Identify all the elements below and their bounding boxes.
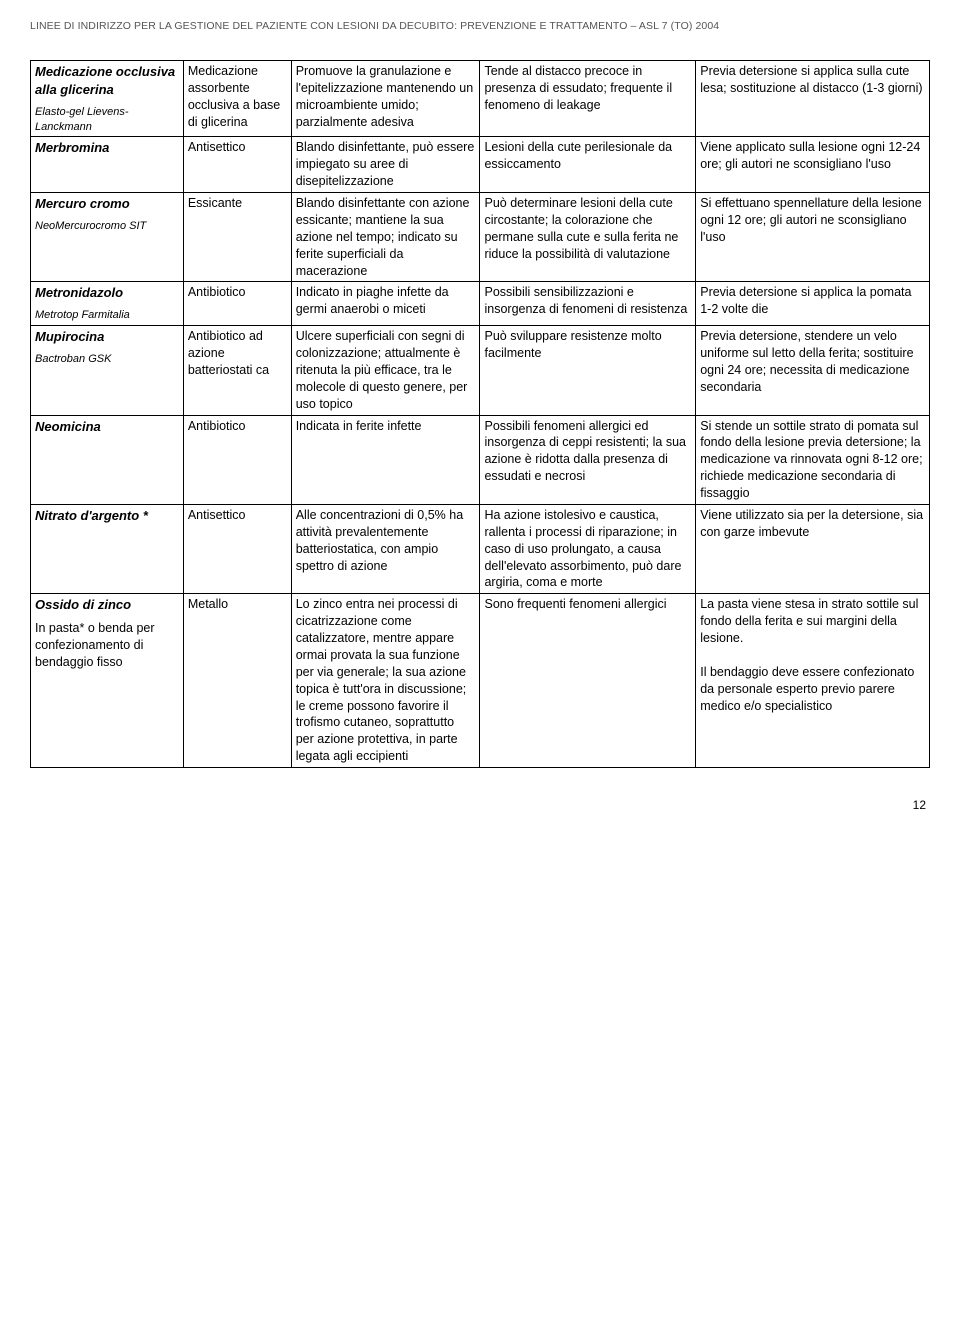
table-row: Metronidazolo Metrotop Farmitalia Antibiot…: [31, 282, 930, 326]
medication-type-cell: Antisettico: [183, 137, 291, 193]
table-row: Nitrato d'argento * AntisetticoAlle conce…: [31, 504, 930, 593]
medication-type-cell: Metallo: [183, 594, 291, 768]
medication-name: Mercuro cromo: [35, 196, 130, 211]
medication-adverse-cell: Possibili fenomeni allergici ed insorgen…: [480, 415, 696, 504]
medication-note: In pasta* o benda per confezionamento di…: [35, 620, 179, 671]
medication-name: Neomicina: [35, 419, 101, 434]
medication-name-cell: Mercuro cromo NeoMercurocromo SIT: [31, 193, 184, 282]
medication-adverse-cell: Ha azione istolesivo e caustica, rallent…: [480, 504, 696, 593]
medication-name-cell: Nitrato d'argento *: [31, 504, 184, 593]
medication-name-cell: Metronidazolo Metrotop Farmitalia: [31, 282, 184, 326]
medication-usage-cell: Viene utilizzato sia per la detersione, …: [696, 504, 930, 593]
medication-name-cell: Mupirocina Bactroban GSK: [31, 326, 184, 415]
medication-name: Nitrato d'argento *: [35, 508, 148, 523]
medication-name-cell: Ossido di zinco In pasta* o benda per con…: [31, 594, 184, 768]
medication-description-cell: Lo zinco entra nei processi di cicatrizz…: [291, 594, 480, 768]
medication-name-cell: Neomicina: [31, 415, 184, 504]
medication-description-cell: Indicato in piaghe infette da germi anae…: [291, 282, 480, 326]
medication-usage-cell: Previa detersione si applica sulla cute …: [696, 61, 930, 137]
medication-name-cell: Medicazione occlusiva alla glicerina Elas…: [31, 61, 184, 137]
table-row: Ossido di zinco In pasta* o benda per con…: [31, 594, 930, 768]
medication-description-cell: Blando disinfettante, può essere impiega…: [291, 137, 480, 193]
page-number: 12: [30, 798, 930, 812]
table-row: Neomicina AntibioticoIndicata in ferite i…: [31, 415, 930, 504]
medication-description-cell: Promuove la granulazione e l'epitelizzaz…: [291, 61, 480, 137]
medication-brand: Bactroban GSK: [35, 352, 179, 367]
medication-description-cell: Indicata in ferite infette: [291, 415, 480, 504]
medication-adverse-cell: Possibili sensibilizzazioni e insorgenza…: [480, 282, 696, 326]
medication-name: Mupirocina: [35, 329, 104, 344]
medication-name: Ossido di zinco: [35, 597, 131, 612]
medication-type-cell: Antibiotico: [183, 415, 291, 504]
table-row: Merbromina AntisetticoBlando disinfettant…: [31, 137, 930, 193]
medication-brand: NeoMercurocromo SIT: [35, 219, 179, 234]
medication-name: Medicazione occlusiva alla glicerina: [35, 64, 175, 97]
medication-adverse-cell: Tende al distacco precoce in presenza di…: [480, 61, 696, 137]
medication-usage-cell: La pasta viene stesa in strato sottile s…: [696, 594, 930, 768]
medication-adverse-cell: Lesioni della cute perilesionale da essi…: [480, 137, 696, 193]
medication-brand: Elasto-gel Lievens-Lanckmann: [35, 105, 179, 135]
medication-type-cell: Antibiotico ad azione batteriostati ca: [183, 326, 291, 415]
medication-usage-cell: Previa detersione si applica la pomata 1…: [696, 282, 930, 326]
medication-name: Metronidazolo: [35, 285, 123, 300]
medication-usage-cell: Si effettuano spennellature della lesion…: [696, 193, 930, 282]
medication-description-cell: Alle concentrazioni di 0,5% ha attività …: [291, 504, 480, 593]
medication-name: Merbromina: [35, 140, 109, 155]
medication-type-cell: Antisettico: [183, 504, 291, 593]
medication-adverse-cell: Può determinare lesioni della cute circo…: [480, 193, 696, 282]
document-header: LINEE DI INDIRIZZO PER LA GESTIONE DEL P…: [30, 20, 930, 32]
medication-type-cell: Antibiotico: [183, 282, 291, 326]
medication-description-cell: Blando disinfettante con azione essicant…: [291, 193, 480, 282]
medication-usage-cell: Previa detersione, stendere un velo unif…: [696, 326, 930, 415]
medication-adverse-cell: Può sviluppare resistenze molto facilmen…: [480, 326, 696, 415]
table-row: Medicazione occlusiva alla glicerina Elas…: [31, 61, 930, 137]
medication-type-cell: Essicante: [183, 193, 291, 282]
table-row: Mupirocina Bactroban GSK Antibiotico ad az…: [31, 326, 930, 415]
medication-table: Medicazione occlusiva alla glicerina Elas…: [30, 60, 930, 768]
medication-usage-cell: Si stende un sottile strato di pomata su…: [696, 415, 930, 504]
medication-name-cell: Merbromina: [31, 137, 184, 193]
medication-type-cell: Medicazione assorbente occlusiva a base …: [183, 61, 291, 137]
medication-description-cell: Ulcere superficiali con segni di coloniz…: [291, 326, 480, 415]
medication-usage-cell: Viene applicato sulla lesione ogni 12-24…: [696, 137, 930, 193]
medication-brand: Metrotop Farmitalia: [35, 308, 179, 323]
table-row: Mercuro cromo NeoMercurocromo SIT Essicant…: [31, 193, 930, 282]
medication-adverse-cell: Sono frequenti fenomeni allergici: [480, 594, 696, 768]
